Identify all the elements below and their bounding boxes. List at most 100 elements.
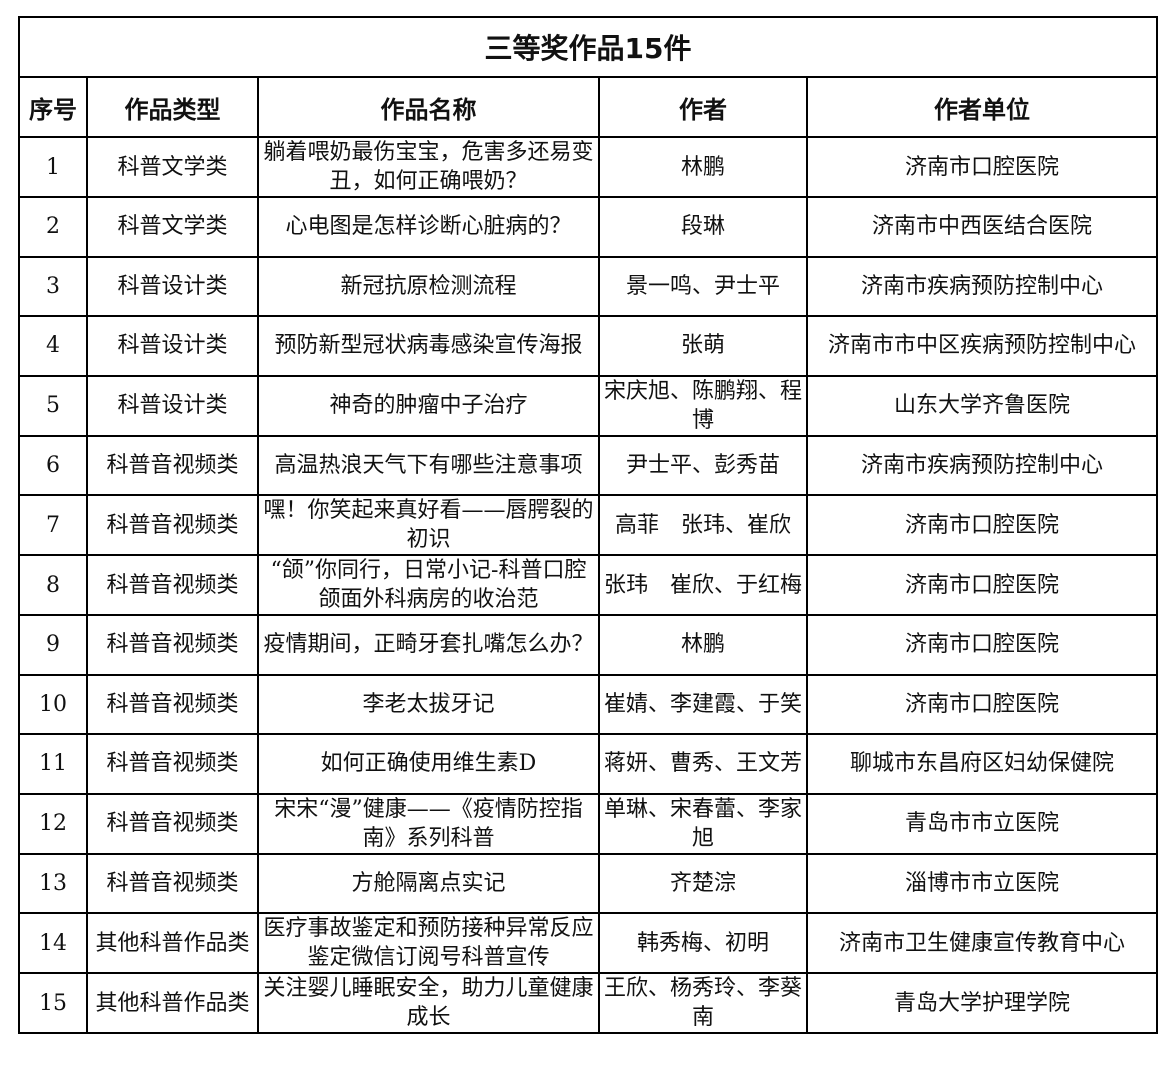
cell-text: 其他科普作品类: [95, 990, 250, 1016]
cell-text: 崔婧、李建霞、于笑: [604, 691, 802, 717]
cell-work-name: 神奇的肿瘤中子治疗: [257, 374, 600, 437]
cell-type: 科普音视频类: [86, 434, 259, 496]
cell-text: 嘿！你笑起来真好看——唇腭裂的初识: [263, 498, 594, 552]
cell-type: 科普音视频类: [86, 614, 259, 676]
cell-text: 淄博市市立医院: [905, 870, 1060, 896]
cell-organization: 济南市口腔医院: [805, 136, 1159, 198]
table-row: 12 科普音视频类 宋宋“漫”健康——《疫情防控指南》系列科普 单琳、宋春蕾、李家旭 青…: [18, 792, 1159, 855]
table-row: 15 其他科普作品类 关注婴儿睡眠安全，助力儿童健康成长 王欣、杨秀玲、李葵南 青岛大学…: [18, 972, 1159, 1034]
cell-text: 1: [46, 154, 60, 180]
cell-author: 高菲 张玮、崔欣: [598, 494, 808, 556]
cell-text: 5: [46, 393, 60, 418]
cell-organization: 聊城市东昌府区妇幼保健院: [805, 733, 1159, 795]
cell-type: 科普音视频类: [86, 852, 259, 914]
cell-index: 7: [18, 494, 88, 556]
cell-author: 段琳: [598, 196, 808, 258]
cell-author: 景一鸣、尹士平: [598, 255, 808, 317]
table-title: 三等奖作品15件: [17, 16, 1159, 78]
table-row: 9 科普音视频类 疫情期间，正畸牙套扎嘴怎么办？ 林鹏 济南市口腔医院: [18, 614, 1159, 676]
cell-text: 景一鸣、尹士平: [625, 273, 780, 299]
cell-work-name: 如何正确使用维生素D: [257, 733, 600, 795]
cell-type: 科普文学类: [86, 196, 259, 258]
cell-index: 6: [18, 434, 88, 496]
cell-work-name: 医疗事故鉴定和预防接种异常反应鉴定微信订阅号科普宣传: [257, 912, 600, 974]
cell-text: 科普设计类: [117, 393, 228, 418]
cell-text: 9: [46, 632, 60, 658]
cell-text: 11: [39, 751, 67, 777]
cell-text: 张玮 崔欣、于红梅: [604, 572, 802, 598]
cell-text: 高菲 张玮、崔欣: [614, 512, 791, 538]
cell-text: 医疗事故鉴定和预防接种异常反应鉴定微信订阅号科普宣传: [263, 916, 594, 970]
cell-text: 科普音视频类: [106, 632, 239, 658]
cell-text: 聊城市东昌府区妇幼保健院: [850, 751, 1115, 777]
awards-table: 三等奖作品15件 序号 作品类型 作品名称 作者 作者单位 1 科普文学类 躺着喂奶…: [17, 16, 1159, 1034]
cell-text: 科普设计类: [117, 273, 228, 299]
cell-work-name: 宋宋“漫”健康——《疫情防控指南》系列科普: [257, 792, 600, 855]
cell-type: 科普音视频类: [86, 792, 259, 855]
cell-text: 济南市口腔医院: [905, 572, 1060, 598]
cell-text: 科普音视频类: [106, 751, 239, 777]
cell-text: 10: [39, 691, 67, 717]
cell-text: “颌”你同行，日常小记-科普口腔颌面外科病房的收治范: [270, 558, 587, 612]
cell-work-name: 新冠抗原检测流程: [257, 255, 600, 317]
cell-text: 济南市口腔医院: [905, 154, 1060, 180]
cell-work-name: 方舱隔离点实记: [257, 852, 600, 914]
cell-type: 科普音视频类: [86, 733, 259, 795]
cell-text: 科普音视频类: [106, 512, 239, 538]
cell-text: 林鹏: [680, 154, 725, 180]
cell-text: 2: [46, 214, 60, 240]
table-row: 13 科普音视频类 方舱隔离点实记 齐楚淙 淄博市市立医院: [18, 852, 1159, 914]
cell-text: 15: [39, 990, 67, 1016]
cell-type: 科普音视频类: [86, 673, 259, 735]
cell-text: 新冠抗原检测流程: [340, 273, 517, 299]
cell-text: 李老太拔牙记: [362, 691, 495, 717]
cell-text: 科普音视频类: [106, 811, 239, 836]
cell-text: 济南市口腔医院: [905, 512, 1060, 538]
table-row: 10 科普音视频类 李老太拔牙记 崔婧、李建霞、于笑 济南市口腔医院: [18, 673, 1159, 735]
cell-text: 心电图是怎样诊断心脏病的？: [285, 214, 572, 240]
table-row: 11 科普音视频类 如何正确使用维生素D 蒋妍、曹秀、王文芳 聊城市东昌府区妇幼保健院: [18, 733, 1159, 795]
cell-type: 其他科普作品类: [86, 912, 259, 974]
cell-index: 3: [18, 255, 88, 317]
cell-work-name: 心电图是怎样诊断心脏病的？: [257, 196, 600, 258]
cell-text: 7: [46, 512, 60, 538]
cell-author: 齐楚淙: [598, 852, 808, 914]
cell-index: 10: [18, 673, 88, 735]
cell-index: 12: [18, 792, 88, 855]
cell-text: 王欣、杨秀玲、李葵南: [604, 976, 802, 1030]
cell-organization: 淄博市市立医院: [805, 852, 1159, 914]
cell-type: 科普音视频类: [86, 494, 259, 556]
cell-text: 科普音视频类: [106, 870, 239, 896]
cell-index: 1: [18, 136, 88, 198]
cell-text: 躺着喂奶最伤宝宝，危害多还易变丑，如何正确喂奶？: [263, 140, 594, 194]
cell-index: 11: [18, 733, 88, 795]
cell-text: 济南市口腔医院: [905, 632, 1060, 658]
cell-author: 林鹏: [598, 136, 808, 198]
cell-text: 济南市中西医结合医院: [872, 214, 1093, 240]
table-row: 5 科普设计类 神奇的肿瘤中子治疗 宋庆旭、陈鹏翔、程博 山东大学齐鲁医院: [18, 374, 1159, 437]
cell-text: 3: [46, 273, 60, 299]
cell-organization: 济南市卫生健康宣传教育中心: [805, 912, 1159, 974]
cell-text: 齐楚淙: [669, 870, 736, 896]
cell-organization: 济南市疾病预防控制中心: [805, 434, 1159, 496]
cell-text: 科普音视频类: [106, 691, 239, 717]
cell-text: 科普文学类: [117, 154, 228, 180]
cell-text: 其他科普作品类: [95, 930, 250, 956]
table-row: 4 科普设计类 预防新型冠状病毒感染宣传海报 张萌 济南市市中区疾病预防控制中心: [18, 315, 1159, 377]
cell-text: 科普文学类: [117, 214, 228, 240]
cell-work-name: “颌”你同行，日常小记-科普口腔颌面外科病房的收治范: [257, 554, 600, 616]
cell-text: 如何正确使用维生素D: [320, 751, 537, 777]
cell-text: 宋宋“漫”健康——《疫情防控指南》系列科普: [274, 796, 583, 851]
cell-index: 4: [18, 315, 88, 377]
cell-author: 王欣、杨秀玲、李葵南: [598, 972, 808, 1034]
cell-text: 关注婴儿睡眠安全，助力儿童健康成长: [263, 976, 594, 1030]
cell-index: 14: [18, 912, 88, 974]
cell-work-name: 嘿！你笑起来真好看——唇腭裂的初识: [257, 494, 600, 556]
cell-work-name: 躺着喂奶最伤宝宝，危害多还易变丑，如何正确喂奶？: [257, 136, 600, 198]
cell-work-name: 预防新型冠状病毒感染宣传海报: [257, 315, 600, 377]
cell-organization: 济南市市中区疾病预防控制中心: [805, 315, 1159, 377]
cell-type: 其他科普作品类: [86, 972, 259, 1034]
cell-text: 科普音视频类: [106, 452, 239, 478]
cell-organization: 山东大学齐鲁医院: [805, 374, 1159, 437]
cell-author: 张玮 崔欣、于红梅: [598, 554, 808, 616]
